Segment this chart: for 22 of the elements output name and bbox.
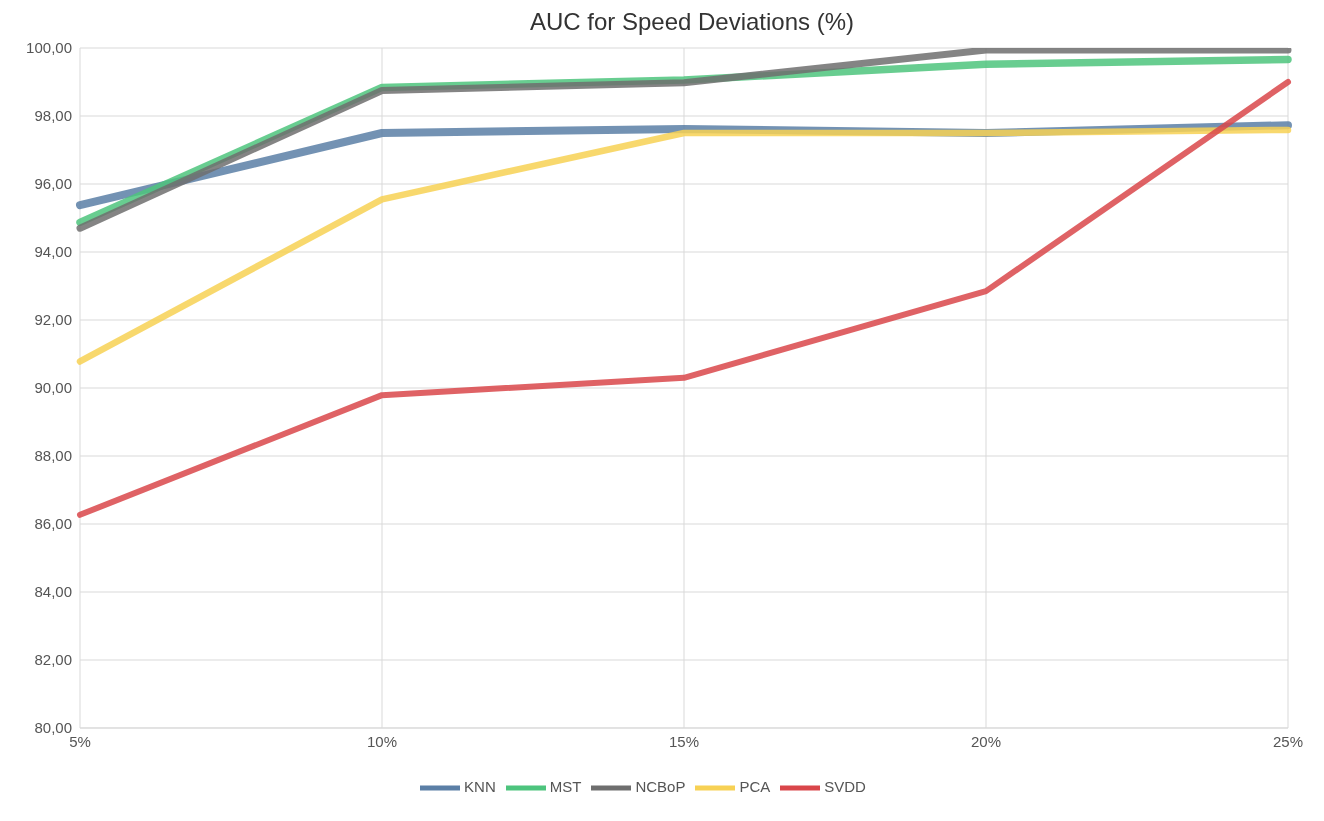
legend-label: MST [549,777,582,795]
y-tick-label: 82,00 [34,651,72,669]
x-tick-label: 20% [970,732,1002,750]
x-tick-label: 15% [668,732,700,750]
y-tick-label: 80,00 [34,719,72,737]
chart-title: AUC for Speed Deviations (%) [528,8,856,36]
y-tick-label: 94,00 [34,243,72,261]
y-tick-label: 90,00 [34,379,72,397]
y-tick-label: 92,00 [34,311,72,329]
x-tick-label: 10% [366,732,398,750]
legend-label: SVDD [824,777,866,795]
y-tick-label: 96,00 [34,175,72,193]
x-tick-label: 25% [1272,732,1304,750]
y-tick-label: 98,00 [34,107,72,125]
y-tick-label: 88,00 [34,447,72,465]
y-tick-label: 84,00 [34,583,72,601]
y-tick-label: 100,00 [26,39,72,57]
legend-label: NCBoP [635,777,686,795]
x-tick-label: 5% [69,732,91,750]
legend-label: PCA [739,777,771,795]
legend-label: KNN [464,777,496,795]
y-tick-label: 86,00 [34,515,72,533]
